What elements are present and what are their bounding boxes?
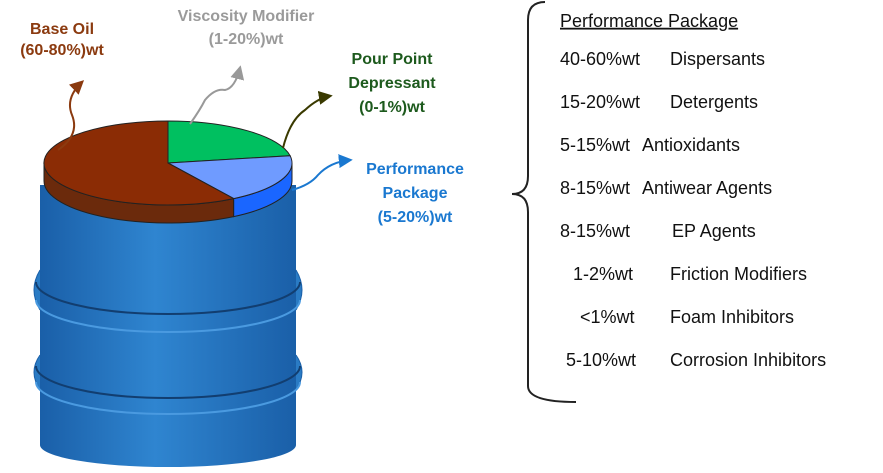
item-name: Detergents — [670, 92, 758, 112]
label-name: Depressant — [348, 75, 436, 92]
label-name: Base Oil — [30, 21, 94, 38]
label-range: (0-1%)wt — [359, 99, 425, 116]
label-name: Viscosity Modifier — [178, 8, 315, 25]
item-name: Antioxidants — [642, 135, 740, 155]
item-name: Corrosion Inhibitors — [670, 350, 826, 370]
label-range: (60-80%)wt — [20, 42, 104, 59]
item-name: Antiwear Agents — [642, 178, 772, 198]
label-range: (1-20%)wt — [209, 31, 284, 48]
label-name: Performance — [366, 161, 464, 178]
item-name: Foam Inhibitors — [670, 307, 794, 327]
diagram: Base Oil (60-80%)wt Viscosity Modifier (… — [0, 0, 883, 473]
item-amount: 40-60%wt — [560, 49, 640, 69]
package-list: 40-60%wt Dispersants 15-20%wt Detergents 5-1… — [560, 49, 826, 370]
item-amount: <1%wt — [580, 307, 635, 327]
label-name: Pour Point — [352, 51, 434, 68]
item-amount: 1-2%wt — [573, 264, 633, 284]
label-range: (5-20%)wt — [378, 209, 453, 226]
label-name: Package — [383, 185, 448, 202]
item-name: EP Agents — [672, 221, 756, 241]
drum — [34, 185, 302, 467]
item-amount: 8-15%wt — [560, 221, 630, 241]
package-title: Performance Package — [560, 11, 738, 31]
pie — [44, 121, 292, 223]
item-amount: 15-20%wt — [560, 92, 640, 112]
item-name: Dispersants — [670, 49, 765, 69]
item-name: Friction Modifiers — [670, 264, 807, 284]
item-amount: 8-15%wt — [560, 178, 630, 198]
item-amount: 5-15%wt — [560, 135, 630, 155]
item-amount: 5-10%wt — [566, 350, 636, 370]
